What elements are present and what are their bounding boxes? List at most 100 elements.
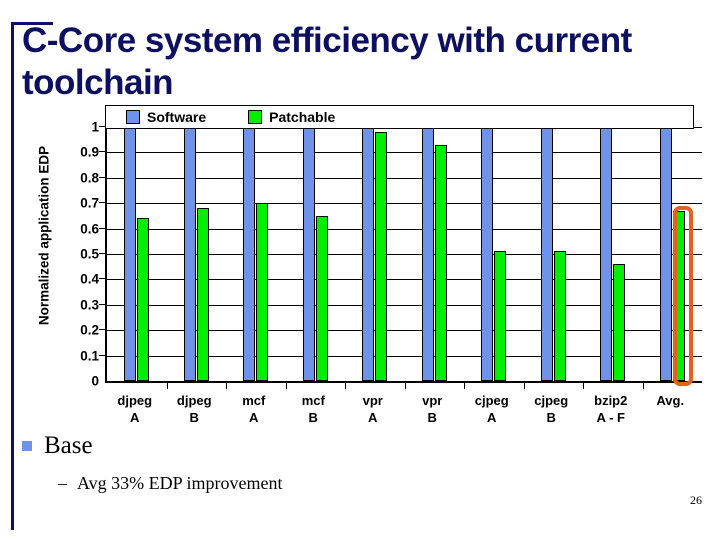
bar-patchable — [434, 144, 447, 381]
y-tick-mark — [99, 303, 107, 305]
x-tick-mark — [404, 381, 406, 389]
x-axis-label-line1: cjpeg — [534, 393, 569, 408]
x-axis-label: mcf A — [224, 392, 284, 426]
x-axis-label-line2: A — [130, 410, 140, 425]
bullet-level1: Base — [22, 432, 93, 459]
x-axis-label-line1: bzip2 — [594, 393, 628, 408]
y-tick-label: 1 — [91, 119, 99, 135]
bar-software — [600, 127, 613, 381]
x-tick-mark — [464, 381, 465, 389]
page-title: C-Core system efficiency with current to… — [22, 21, 632, 102]
bar-chart: Normalized application EDP 1 0.9 0.8 0.7 0.6… — [0, 100, 720, 425]
gridline — [107, 228, 702, 230]
bar-groups — [107, 127, 702, 381]
y-tick-mark — [99, 202, 107, 204]
bar-software — [481, 127, 494, 381]
y-tick-mark — [99, 329, 107, 331]
x-tick-mark — [285, 381, 287, 389]
bar-patchable — [137, 218, 150, 381]
y-tick-label: 0 — [91, 373, 99, 389]
gridline — [107, 330, 702, 332]
x-axis-label-line2: B — [546, 410, 556, 425]
bar-group — [405, 127, 465, 381]
bar-group — [167, 127, 227, 381]
x-axis-label: Avg. — [641, 392, 701, 426]
legend-swatch-icon — [248, 109, 263, 124]
y-tick-label: 0.5 — [80, 246, 99, 262]
bar-patchable — [494, 251, 507, 381]
gridline — [107, 152, 702, 154]
x-axis-label-line2: A — [249, 410, 259, 425]
x-axis-label-line2: A — [368, 410, 378, 425]
bar-group — [583, 127, 643, 381]
y-axis-label: Normalized application EDP — [36, 145, 52, 326]
bar-software — [302, 127, 315, 381]
y-tick-label: 0.8 — [80, 170, 99, 186]
legend-item: Software — [126, 109, 206, 125]
bar-software — [243, 127, 256, 381]
bullet-level2-text: Avg 33% EDP improvement — [77, 473, 283, 493]
bar-patchable — [375, 132, 388, 381]
bar-patchable — [553, 251, 566, 381]
bar-software — [659, 127, 672, 381]
x-axis-label: djpeg B — [165, 392, 225, 426]
frame-vertical-line — [11, 22, 14, 530]
plot-area: 1 0.9 0.8 0.7 0.6 0.5 0.4 0.3 0.2 0.1 0 — [80, 120, 702, 389]
bar-patchable — [196, 208, 209, 381]
bar-group — [345, 127, 405, 381]
bar-software — [183, 127, 196, 381]
bullet-square-icon — [22, 440, 32, 451]
bar-group — [286, 127, 346, 381]
x-axis-label: mcf B — [284, 392, 344, 426]
x-tick-mark — [345, 381, 346, 389]
bar-software — [124, 127, 137, 381]
x-axis-label: vpr B — [403, 392, 463, 426]
legend-label: Software — [147, 108, 207, 125]
x-axis-label-line2: A - F — [596, 410, 625, 425]
bar-group — [643, 127, 703, 381]
bullet-level1-text: Base — [44, 432, 93, 459]
x-axis-label: vpr A — [343, 392, 403, 426]
gridline — [107, 279, 702, 281]
y-tick-mark — [99, 151, 107, 153]
x-tick-mark — [166, 381, 168, 389]
y-tick-label: 0.3 — [80, 297, 99, 313]
y-tick-mark — [99, 227, 107, 229]
bar-patchable — [256, 203, 269, 381]
x-axis-label-line2: B — [308, 410, 318, 425]
bar-group — [464, 127, 524, 381]
x-tick-mark — [583, 381, 584, 389]
bar-software — [540, 127, 553, 381]
bar-software — [421, 127, 434, 381]
bullet-level2: – Avg 33% EDP improvement — [58, 473, 282, 494]
y-tick-mark — [99, 354, 107, 356]
x-axis-label: cjpeg A — [462, 392, 522, 426]
y-tick-mark — [99, 126, 107, 127]
bar-group — [107, 127, 167, 381]
x-tick-mark — [523, 381, 525, 389]
bar-group — [524, 127, 584, 381]
bar-patchable — [315, 215, 328, 381]
gridline — [107, 355, 702, 357]
gridline — [107, 304, 702, 306]
gridline — [107, 203, 702, 205]
y-tick-label: 0.4 — [80, 271, 99, 287]
x-axis-label: djpeg A — [105, 392, 165, 426]
x-axis-label-line1: djpeg — [117, 393, 153, 408]
x-axis-label-line2: B — [189, 410, 199, 425]
y-tick-label: 0.7 — [80, 195, 99, 211]
x-axis-label-line1: vpr — [422, 393, 443, 408]
bar-patchable — [613, 264, 626, 381]
bar-patchable — [672, 210, 685, 381]
bar-group — [226, 127, 286, 381]
bullet-dash-icon: – — [58, 473, 67, 493]
legend-swatch-icon — [126, 109, 140, 124]
y-tick-label: 0.1 — [80, 348, 99, 364]
x-axis-label-line1: cjpeg — [474, 393, 509, 408]
x-axis-label-line2: B — [427, 410, 437, 425]
legend-item: Patchable — [248, 109, 335, 125]
frame-horizontal-line — [11, 22, 53, 25]
x-tick-mark — [226, 381, 227, 389]
x-axis-label-line1: Avg. — [656, 393, 685, 408]
